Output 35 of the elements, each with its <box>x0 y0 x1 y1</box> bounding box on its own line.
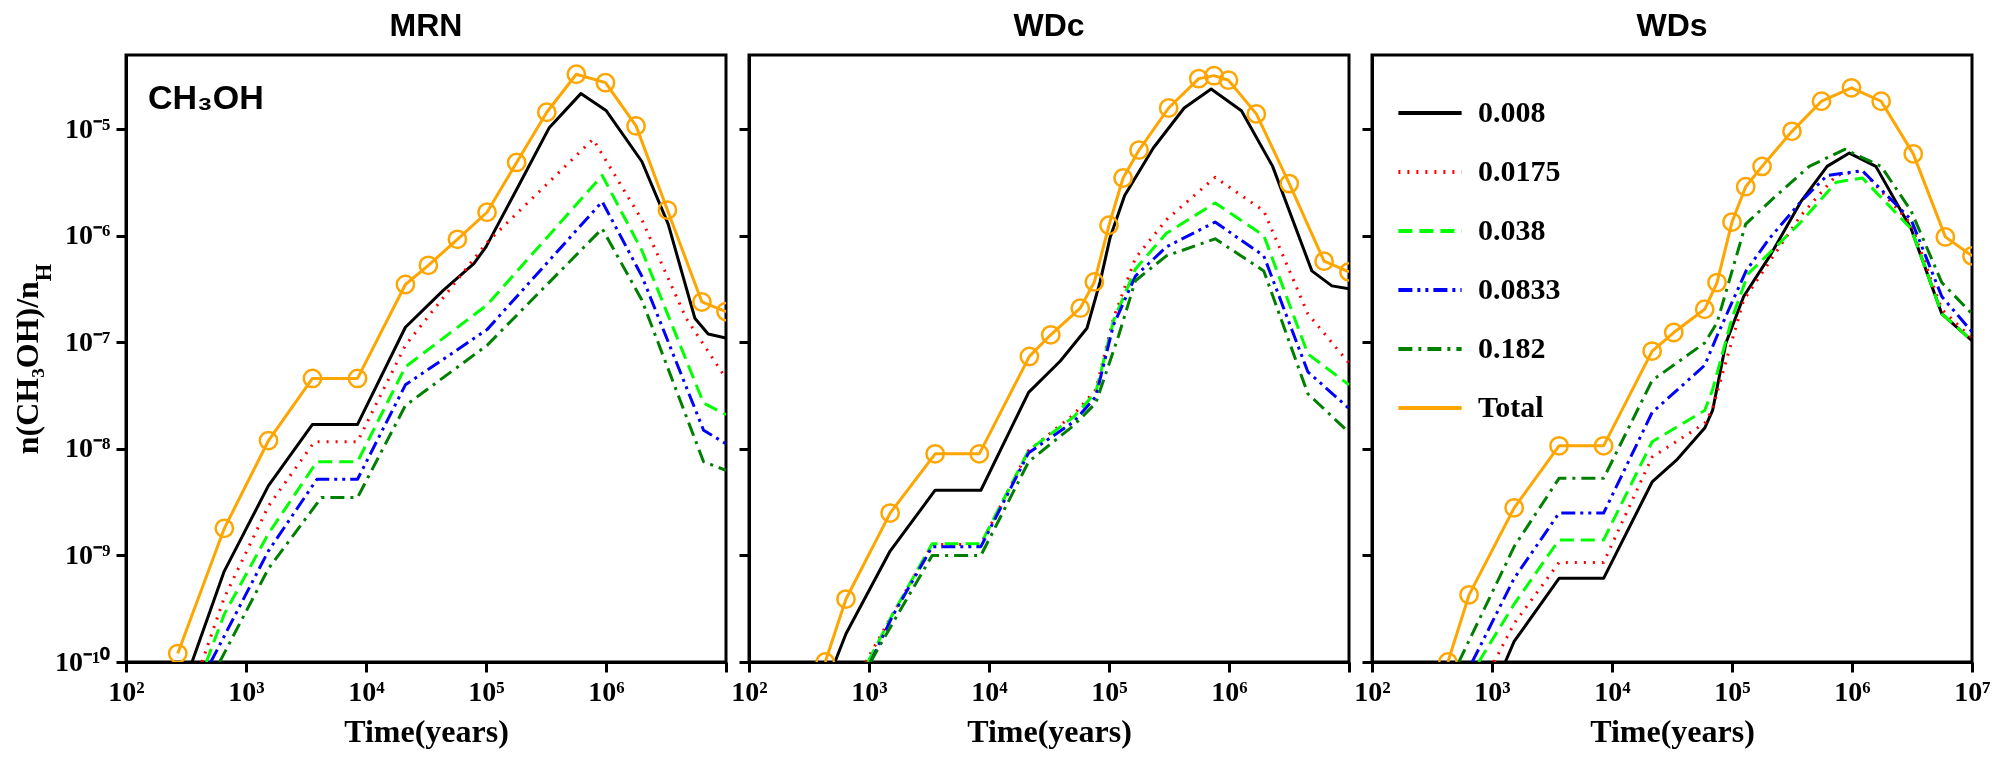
chart-title: WDs <box>1636 7 1708 43</box>
legend-label: 0.0175 <box>1478 154 1561 187</box>
x-axis-title: Time(years) <box>967 712 1132 749</box>
x-tick-label: 10³ <box>228 675 265 707</box>
legend-label: 0.182 <box>1478 331 1546 364</box>
annotation: CH₃OH <box>148 78 264 116</box>
x-tick-label: 10² <box>731 675 768 707</box>
y-tick-label: 10⁻¹⁰ <box>55 645 111 677</box>
y-tick-label: 10⁻⁹ <box>65 538 111 570</box>
chart-title: MRN <box>389 7 463 43</box>
x-tick-label: 10³ <box>851 675 888 707</box>
x-tick-label: 10² <box>108 675 145 707</box>
x-tick-label: 10⁴ <box>971 675 1009 707</box>
x-tick-label: 10⁶ <box>1211 675 1248 707</box>
y-tick-label: 10⁻⁸ <box>65 432 111 464</box>
x-tick-label: 10² <box>1354 675 1391 707</box>
x-tick-label: 10⁷ <box>1954 675 1991 707</box>
chart-title: WDc <box>1013 7 1085 43</box>
x-tick-label: 10⁴ <box>1594 675 1632 707</box>
y-tick-label: 10⁻⁷ <box>65 325 111 357</box>
legend-label: 0.038 <box>1478 213 1546 246</box>
x-tick-label: 10⁴ <box>348 675 386 707</box>
x-axis-title: Time(years) <box>1590 712 1755 749</box>
x-tick-label: 10⁶ <box>1834 675 1871 707</box>
x-tick-label: 10⁵ <box>1091 675 1128 707</box>
x-axis-title: Time(years) <box>344 712 509 749</box>
x-tick-label: 10⁵ <box>1714 675 1751 707</box>
x-tick-label: 10³ <box>1474 675 1511 707</box>
y-tick-label: 10⁻⁶ <box>65 219 111 251</box>
x-tick-label: 10⁶ <box>588 675 625 707</box>
legend-label: 0.008 <box>1478 95 1546 128</box>
legend-label: Total <box>1478 390 1544 423</box>
y-tick-label: 10⁻⁵ <box>65 112 111 144</box>
legend-label: 0.0833 <box>1478 272 1561 305</box>
x-tick-label: 10⁵ <box>468 675 505 707</box>
